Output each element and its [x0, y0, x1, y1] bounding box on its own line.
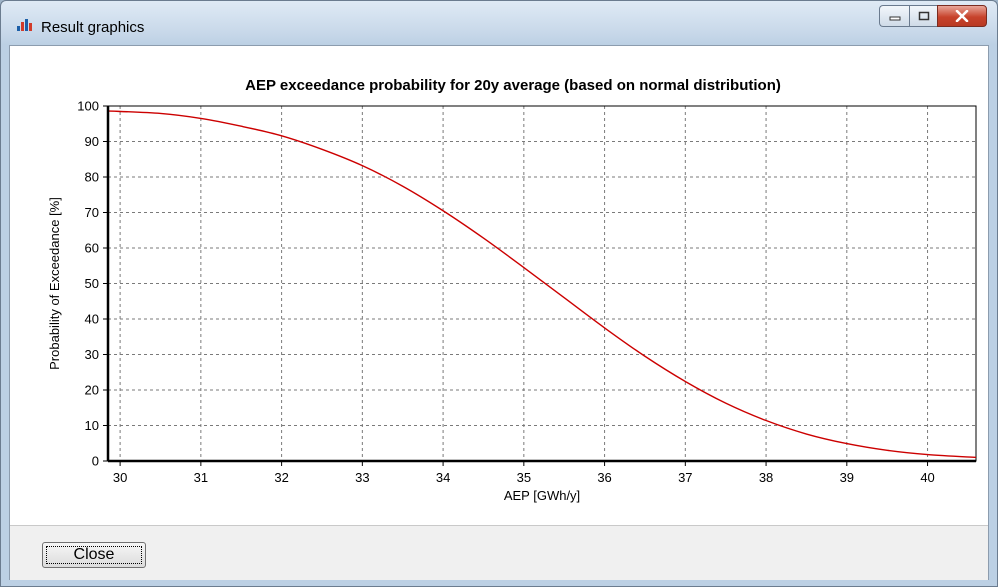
y-tick-label: 100 [77, 99, 99, 114]
x-tick-label: 38 [759, 470, 773, 485]
minimize-button[interactable] [879, 5, 909, 27]
y-tick-label: 80 [85, 170, 99, 185]
x-axis-label: AEP [GWh/y] [504, 488, 580, 503]
x-tick-label: 37 [678, 470, 692, 485]
exceedance-chart: AEP exceedance probability for 20y avera… [10, 46, 988, 525]
x-tick-label: 39 [840, 470, 854, 485]
close-button-label: Close [74, 546, 115, 563]
x-tick-label: 32 [274, 470, 288, 485]
x-axis-ticks: 30 31 32 33 34 35 36 37 38 39 40 [113, 461, 935, 485]
x-tick-label: 31 [194, 470, 208, 485]
y-tick-label: 40 [85, 312, 99, 327]
y-tick-label: 0 [92, 454, 99, 469]
title-bar[interactable]: Result graphics [1, 1, 997, 45]
client-area: AEP exceedance probability for 20y avera… [9, 45, 989, 580]
y-tick-label: 20 [85, 383, 99, 398]
series-line-exceedance [108, 111, 976, 457]
close-window-button[interactable] [937, 5, 987, 27]
y-tick-label: 70 [85, 205, 99, 220]
y-tick-label: 10 [85, 418, 99, 433]
chart-title: AEP exceedance probability for 20y avera… [245, 77, 781, 94]
bar-chart-app-icon [17, 17, 33, 31]
y-axis-label: Probability of Exceedance [%] [47, 197, 62, 370]
x-tick-label: 34 [436, 470, 450, 485]
maximize-icon [918, 11, 930, 21]
x-tick-label: 35 [517, 470, 531, 485]
close-button[interactable]: Close [42, 542, 146, 568]
x-tick-label: 40 [920, 470, 934, 485]
chart-panel: AEP exceedance probability for 20y avera… [10, 46, 988, 525]
window-title: Result graphics [41, 19, 144, 36]
y-tick-label: 60 [85, 241, 99, 256]
close-icon [955, 10, 969, 22]
x-tick-label: 33 [355, 470, 369, 485]
minimize-icon [889, 11, 901, 21]
maximize-button[interactable] [909, 5, 937, 27]
chart-grid [108, 106, 976, 461]
y-tick-label: 90 [85, 134, 99, 149]
window-controls [879, 5, 987, 29]
y-tick-label: 30 [85, 347, 99, 362]
x-tick-label: 30 [113, 470, 127, 485]
y-axis-ticks: 0 10 20 30 40 50 60 70 80 90 100 [77, 99, 108, 469]
y-tick-label: 50 [85, 276, 99, 291]
x-tick-label: 36 [597, 470, 611, 485]
button-bar: Close [10, 525, 988, 580]
